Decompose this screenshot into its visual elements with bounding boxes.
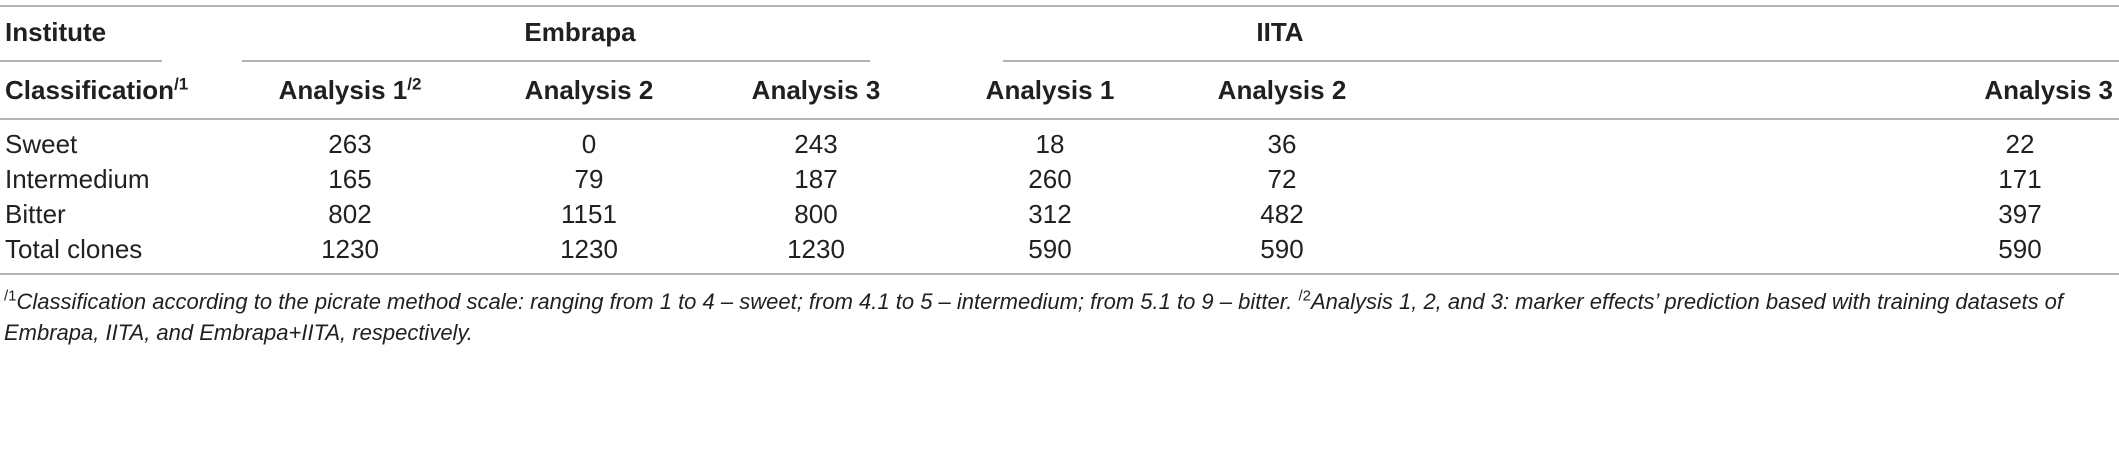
column-header-label: Analysis 2 [1217,75,1347,105]
table-cell: 187 [794,164,838,194]
iita-group-rule [1003,60,2119,62]
table-cell: 263 [328,129,372,159]
column-header: Analysis 3 [1855,74,2113,106]
table-cell: 590 [1028,234,1072,264]
table-cell: 171 [1998,164,2042,194]
column-footnote-marker: /2 [407,74,422,94]
table-cell: 22 [2005,129,2035,159]
table-cell: 79 [574,164,604,194]
column-header-label: Analysis 1 [985,75,1115,105]
column-header: Analysis 1 [930,74,1170,106]
table-cell: 165 [328,164,372,194]
table-cell: 590 [1998,234,2042,264]
institute-rule [0,60,162,62]
embrapa-group-rule [242,60,870,62]
table-cell: 800 [794,199,838,229]
table-top-rule [0,5,2119,7]
table-cell: 397 [1998,199,2042,229]
row-label: Bitter [5,199,66,229]
table-cell: 802 [328,199,372,229]
column-header: Analysis 2 [469,74,709,106]
footnote-marker-1: /1 [4,287,17,305]
table-cell: 1230 [787,234,845,264]
table-cell: 1230 [560,234,618,264]
header-group-iita: IITA [1256,17,1304,47]
header-institute: Institute [5,17,107,47]
table-cell: 36 [1267,129,1297,159]
table-bottom-rule [0,273,2119,275]
row-label: Total clones [5,234,143,264]
table-cell: 260 [1028,164,1072,194]
row-label: Intermedium [5,164,150,194]
row-label: Sweet [5,129,78,159]
table-cell: 18 [1035,129,1065,159]
table-cell: 0 [581,129,597,159]
table-cell: 1151 [561,199,617,229]
table-cell: 72 [1267,164,1297,194]
table-cell: 1230 [321,234,379,264]
column-header: Analysis 3 [696,74,936,106]
column-header-label: Analysis 3 [751,75,881,105]
table-footnote: /1Classification according to the picrat… [4,286,2104,348]
column-header-label: Analysis 3 [1984,75,2113,105]
table-cell: 312 [1028,199,1072,229]
header-classification: Classification/1 [5,74,188,106]
table-cell: 482 [1260,199,1304,229]
table-cell: 243 [794,129,838,159]
header-group-embrapa: Embrapa [524,17,636,47]
header-bottom-rule [0,118,2119,120]
column-header: Analysis 2 [1162,74,1402,106]
classification-footnote-marker: /1 [174,74,189,94]
footnote-text-1: Classification according to the picrate … [16,289,1299,314]
classification-label: Classification [5,75,175,105]
column-header: Analysis 1/2 [230,74,470,106]
footnote-text-2: Analysis 1, 2, and 3: marker effects’ pr… [4,289,2064,345]
table-cell: 590 [1260,234,1304,264]
column-header-label: Analysis 2 [524,75,654,105]
footnote-marker-2: /2 [1298,287,1311,305]
column-header-label: Analysis 1 [278,75,408,105]
